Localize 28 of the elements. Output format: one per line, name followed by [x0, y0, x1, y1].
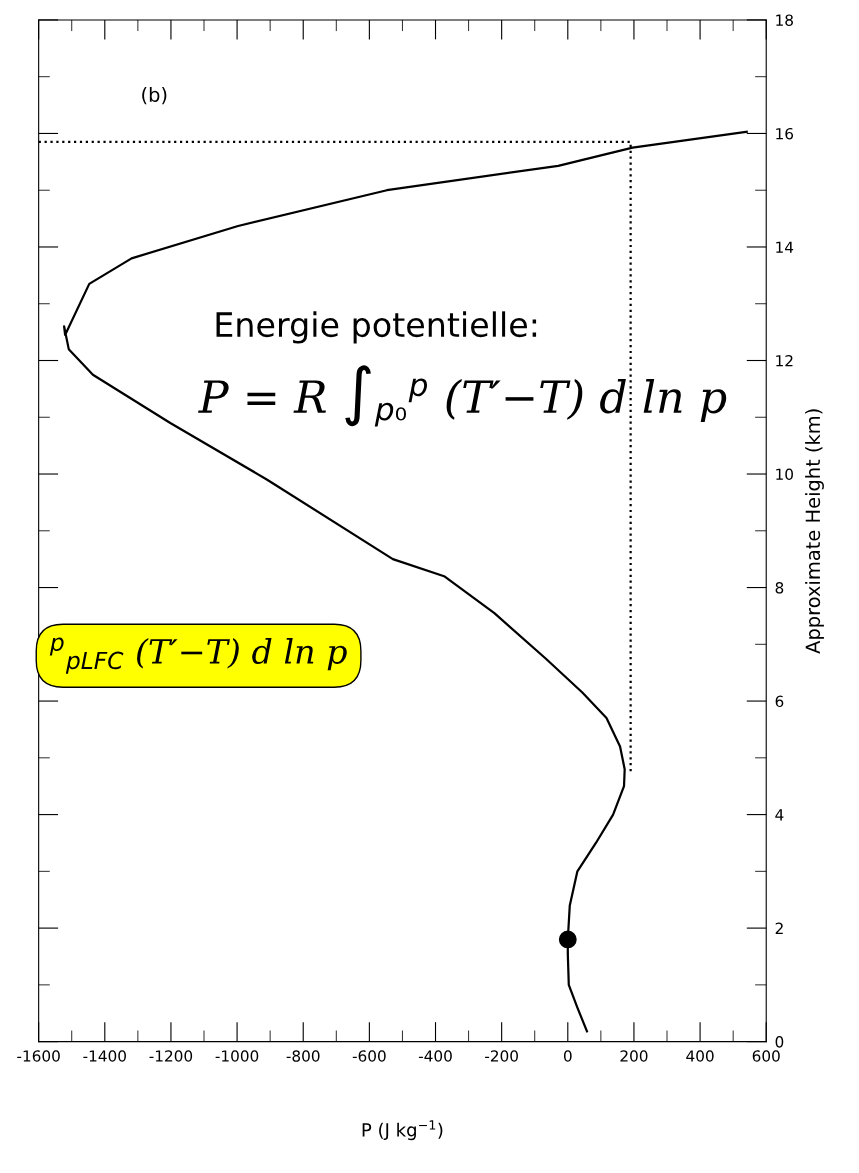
y-tick-label: 2 — [775, 922, 783, 934]
annotation: (b) — [142, 86, 167, 105]
y-tick-label: 16 — [776, 127, 794, 140]
x-tick-label: -400 — [418, 1050, 452, 1062]
annotation: $^{p}$$_{pLFC}$ (T′−T) d ln p — [49, 637, 347, 674]
x-axis-title: P (J kg$^{−1}$) — [362, 1120, 443, 1141]
x-tick-label: 400 — [686, 1050, 714, 1062]
y-tick-label: 0 — [775, 1036, 784, 1048]
annotation: Energie potentielle: — [216, 311, 537, 344]
x-tick-label: -800 — [286, 1050, 320, 1062]
x-tick-label: 200 — [620, 1050, 648, 1062]
x-tick-label: -1600 — [17, 1050, 60, 1062]
y-tick-label: 4 — [775, 809, 784, 821]
y-tick-label: 8 — [775, 582, 784, 594]
x-tick-label: 600 — [752, 1050, 780, 1062]
x-tick-label: -1400 — [83, 1050, 126, 1062]
x-tick-label: -200 — [485, 1050, 518, 1062]
x-tick-label: -1200 — [149, 1050, 193, 1062]
y-tick-label: 18 — [776, 14, 793, 26]
annotation: P = R ∫$_{p₀}$$^{p}$ (T′−T) d ln p — [198, 365, 727, 427]
x-tick-label: 0 — [563, 1050, 572, 1062]
y-axis-title: Approximate Height (km) — [805, 409, 824, 654]
y-tick-label: 10 — [776, 468, 793, 481]
x-tick-label: -600 — [352, 1050, 386, 1062]
y-tick-label: 14 — [776, 241, 794, 253]
y-tick-label: 6 — [775, 695, 784, 708]
x-tick-label: -1000 — [215, 1050, 259, 1062]
y-tick-label: 12 — [776, 354, 793, 367]
